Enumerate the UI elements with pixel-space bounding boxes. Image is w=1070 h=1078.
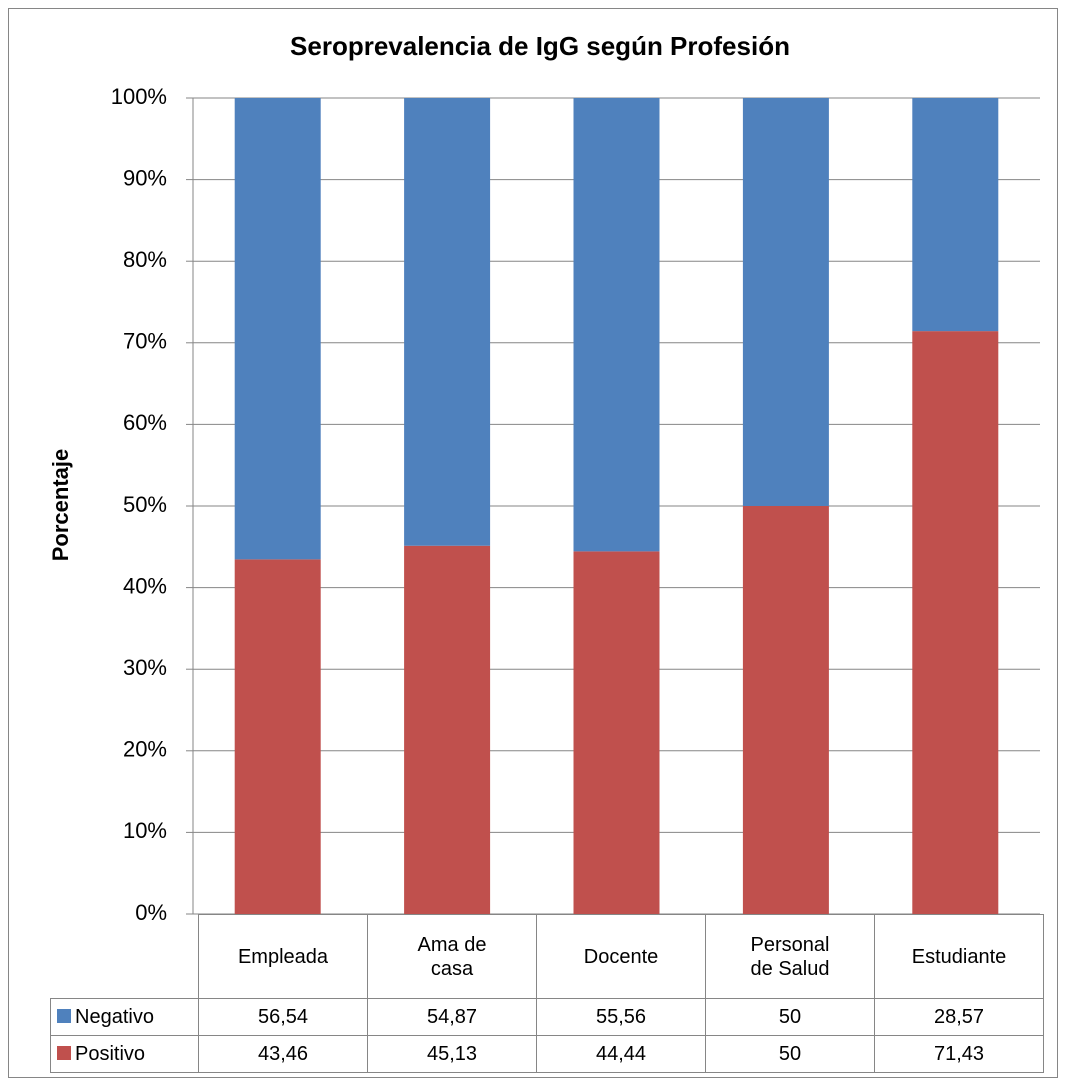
bar-segment — [234, 559, 321, 914]
y-tick-label: 70% — [123, 329, 167, 354]
bar-segment — [912, 98, 999, 332]
chart-title: Seroprevalencia de IgG según Profesión — [290, 31, 790, 61]
bar-segment — [742, 98, 829, 506]
data-label: 45,13 — [367, 1035, 537, 1073]
x-tick-label: Estudiante — [911, 945, 1007, 968]
legend-swatch — [57, 1045, 71, 1060]
data-label: 71,43 — [874, 1035, 1044, 1073]
y-tick-label: 0% — [135, 900, 167, 925]
y-tick-label: 10% — [123, 818, 167, 843]
x-tick-label: Ama de casa — [417, 933, 487, 980]
legend-label: Negativo — [75, 1005, 154, 1028]
data-table: Empleada Ama de casa Docente Personal de Sa… — [50, 914, 1044, 1073]
data-label: 54,87 — [367, 998, 537, 1036]
table-header-row: Empleada Ama de casa Docente Personal de Sa… — [51, 914, 1044, 999]
data-label: 55,56 — [536, 998, 706, 1036]
y-tick-label: 20% — [123, 737, 167, 762]
x-tick-label: Personal de Salud — [750, 933, 830, 980]
data-label: 44,44 — [536, 1035, 706, 1073]
category-cell: Docente — [536, 914, 706, 999]
y-axis-label: Porcentaje — [48, 449, 73, 562]
category-cell: Personal de Salud — [705, 914, 875, 999]
y-tick-label: 60% — [123, 410, 167, 435]
y-tick-label: 90% — [123, 165, 167, 190]
data-label: 56,54 — [198, 998, 368, 1036]
category-cell: Estudiante — [874, 914, 1044, 999]
data-label: 28,57 — [874, 998, 1044, 1036]
data-label: 50 — [705, 998, 875, 1036]
category-cell: Ama de casa — [367, 914, 537, 999]
bar-segment — [234, 98, 321, 560]
bar-segment — [912, 331, 999, 914]
category-cell: Empleada — [198, 914, 368, 999]
legend-cell: Negativo — [50, 998, 199, 1036]
y-tick-label: 100% — [111, 84, 167, 109]
data-label: 43,46 — [198, 1035, 368, 1073]
table-row: Negativo 56,54 54,87 55,56 50 28,57 — [50, 998, 1044, 1036]
y-tick-label: 50% — [123, 492, 167, 517]
y-tick-label: 30% — [123, 655, 167, 680]
blank-cell — [51, 915, 199, 999]
bar-segment — [404, 545, 491, 914]
legend-label: Positivo — [75, 1042, 146, 1065]
legend-cell: Positivo — [50, 1035, 199, 1073]
x-tick-label: Empleada — [237, 945, 329, 968]
table-row: Positivo 43,46 45,13 44,44 50 71,43 — [50, 1035, 1044, 1073]
legend-swatch — [57, 1008, 71, 1023]
x-tick-label: Docente — [583, 945, 659, 968]
bar-segment — [573, 98, 660, 552]
y-tick-label: 40% — [123, 573, 167, 598]
bar-segment — [404, 98, 491, 546]
bar-segment — [573, 551, 660, 914]
bar-segment — [742, 506, 829, 914]
data-label: 50 — [705, 1035, 875, 1073]
y-tick-label: 80% — [123, 247, 167, 272]
